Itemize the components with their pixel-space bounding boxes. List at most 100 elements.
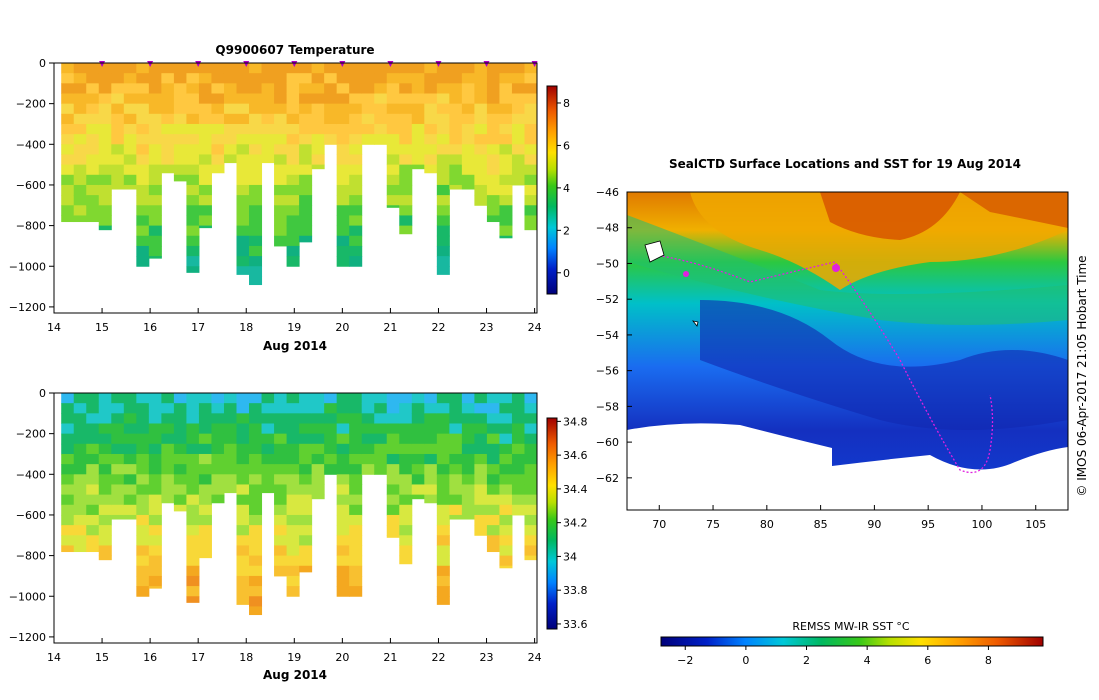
section-cell: [249, 154, 263, 166]
section-cell: [299, 453, 313, 465]
section-cell: [461, 134, 475, 145]
section-cell: [486, 403, 500, 414]
section-cell: [311, 453, 325, 465]
section-cell: [186, 205, 200, 216]
section-cell: [223, 393, 238, 404]
section-cell: [173, 453, 187, 465]
section-cell: [261, 113, 275, 125]
section-cell: [111, 484, 125, 496]
section-cell: [386, 453, 400, 465]
section-cell: [136, 63, 150, 74]
section-cell: [311, 494, 325, 500]
section-cell: [236, 123, 250, 135]
section-cell: [449, 123, 463, 135]
section-cell: [486, 123, 500, 135]
section-cell: [324, 103, 338, 115]
section-cell: [386, 113, 400, 125]
section-cell: [436, 504, 450, 516]
section-cell: [436, 164, 450, 176]
section-cell: [324, 403, 338, 414]
section-cell: [386, 413, 400, 424]
temperature-colorbar-ticks: 0 2 4 6 8: [557, 97, 570, 280]
section-cell: [98, 474, 112, 485]
section-cell: [236, 596, 250, 605]
section-cell: [173, 103, 187, 115]
section-cell: [136, 565, 150, 577]
section-cell: [399, 103, 413, 115]
section-cell: [286, 83, 300, 94]
y-tick-label: −46: [596, 186, 619, 199]
section-cell: [336, 484, 350, 496]
section-cell: [186, 225, 200, 237]
section-cell: [436, 453, 450, 465]
section-cell: [61, 184, 75, 196]
section-cell: [261, 474, 275, 485]
section-cell: [511, 464, 525, 475]
section-cell: [324, 73, 338, 84]
section-cell: [424, 83, 438, 94]
section-cell: [349, 575, 363, 587]
section-cell: [236, 154, 250, 166]
section-cell: [86, 123, 100, 135]
section-cell: [148, 154, 162, 166]
section-cell: [349, 225, 363, 237]
section-cell: [198, 443, 212, 455]
section-cell: [261, 63, 275, 74]
section-cell: [148, 164, 162, 176]
section-cell: [499, 215, 513, 227]
section-cell: [186, 266, 200, 273]
section-cell: [274, 225, 288, 237]
section-cell: [524, 443, 537, 455]
section-cell: [486, 393, 500, 404]
section-cell: [336, 225, 350, 237]
section-cell: [511, 174, 525, 186]
temperature-x-label: Aug 2014: [263, 339, 327, 353]
section-cell: [111, 154, 125, 166]
section-cell: [286, 103, 300, 115]
section-cell: [173, 494, 187, 506]
section-cell: [449, 93, 463, 105]
section-cell: [86, 63, 100, 74]
section-cell: [274, 504, 288, 516]
section-cell: [61, 464, 75, 475]
seal-location-marker: [832, 264, 840, 272]
section-cell: [136, 73, 150, 84]
section-cell: [223, 123, 238, 135]
section-cell: [98, 174, 112, 186]
section-cell: [236, 433, 250, 445]
section-cell: [324, 63, 338, 74]
section-cell: [86, 174, 100, 186]
section-cell: [286, 484, 300, 496]
section-cell: [73, 215, 87, 223]
section-cell: [299, 73, 313, 84]
section-cell: [286, 63, 300, 74]
section-cell: [136, 555, 150, 567]
section-cell: [349, 205, 363, 216]
section-cell: [436, 393, 450, 404]
section-cell: [61, 433, 75, 445]
section-cell: [449, 154, 463, 166]
section-cell: [286, 413, 300, 424]
section-cell: [474, 184, 488, 196]
section-cell: [161, 413, 175, 424]
section-cell: [123, 393, 137, 404]
section-cell: [349, 123, 363, 135]
section-cell: [148, 103, 162, 115]
section-cell: [148, 413, 162, 424]
section-cell: [486, 164, 500, 176]
section-cell: [424, 494, 438, 504]
section-cell: [161, 103, 175, 115]
section-cell: [136, 83, 150, 94]
section-cell: [474, 63, 488, 74]
section-cell: [449, 464, 463, 475]
cold-water-patch: [700, 300, 1068, 430]
section-cell: [148, 504, 162, 516]
section-cell: [61, 123, 75, 135]
section-cell: [249, 195, 263, 206]
section-cell: [349, 586, 363, 597]
section-cell: [311, 144, 325, 155]
section-cell: [198, 154, 212, 166]
section-cell: [148, 205, 162, 216]
section-cell: [499, 555, 513, 567]
colorbar-tick-label: 6: [924, 654, 931, 667]
